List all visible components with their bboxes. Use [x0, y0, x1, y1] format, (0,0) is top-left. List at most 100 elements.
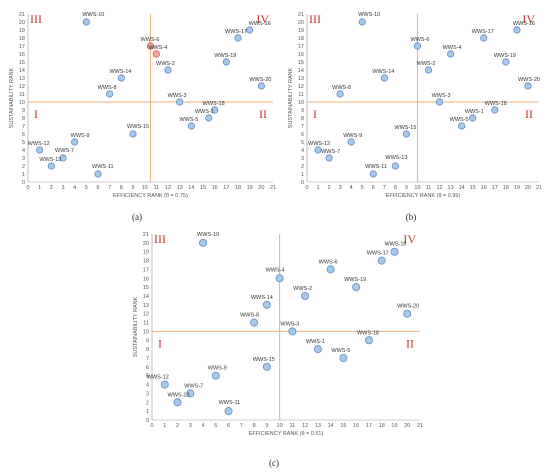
y-tick-label: 21: [19, 12, 25, 18]
y-tick-label: 7: [22, 124, 25, 130]
y-tick-label: 5: [146, 374, 149, 380]
data-point-wws-9: [211, 371, 220, 380]
x-tick-label: 15: [340, 423, 346, 429]
data-point-wws-6: [326, 265, 335, 274]
point-label: WWS-5: [450, 117, 469, 123]
y-tick-label: 5: [301, 140, 304, 146]
data-point-wws-15: [402, 130, 411, 138]
panel-caption: (b): [406, 212, 417, 222]
data-point-wws-2: [301, 291, 310, 300]
x-tick-label: 12: [165, 185, 171, 191]
x-tick-label: 7: [240, 423, 243, 429]
panel-caption: (c): [269, 458, 279, 468]
x-tick-label: 14: [188, 185, 194, 191]
point-label: WWS-11: [92, 164, 114, 170]
point-label: WWS-1: [465, 109, 484, 115]
x-tick-label: 16: [212, 185, 218, 191]
point-label: WWS-19: [214, 53, 236, 59]
x-tick-label: 2: [328, 185, 331, 191]
x-tick-label: 2: [50, 185, 53, 191]
x-tick-label: 18: [379, 423, 385, 429]
y-tick-label: 18: [298, 36, 304, 42]
point-label: WWS-8: [332, 85, 351, 91]
point-label: WWS-7: [184, 383, 203, 389]
x-tick-label: 1: [317, 185, 320, 191]
data-point-wws-15: [129, 130, 137, 138]
point-label: WWS-12: [308, 141, 330, 147]
data-point-wws-10: [358, 18, 366, 26]
point-label: WWS-2: [293, 286, 312, 292]
x-tick-label: 5: [214, 423, 217, 429]
point-label: WWS-12: [28, 141, 50, 147]
y-tick-label: 14: [298, 68, 304, 74]
x-tick-label: 0: [305, 185, 308, 191]
y-tick-label: 15: [143, 285, 149, 291]
x-tick-label: 11: [290, 423, 296, 429]
x-tick-label: 10: [142, 185, 148, 191]
data-point-wws-19: [352, 283, 361, 292]
y-tick-label: 8: [146, 347, 149, 353]
x-tick-label: 6: [227, 423, 230, 429]
data-point-wws-14: [117, 74, 125, 82]
point-label: WWS-10: [197, 232, 219, 238]
x-axis-label: EFFICIENCY RANK (θ = 0.99): [386, 193, 461, 199]
data-point-wws-13: [173, 398, 182, 407]
point-label: WWS-13: [39, 157, 61, 163]
x-tick-label: 16: [353, 423, 359, 429]
x-tick-label: 7: [383, 185, 386, 191]
point-label: WWS-15: [253, 357, 275, 363]
y-tick-label: 11: [19, 92, 25, 98]
point-label: WWS-13: [168, 392, 190, 398]
point-label: WWS-14: [109, 69, 131, 75]
x-tick-label: 9: [405, 185, 408, 191]
x-tick-label: 8: [120, 185, 123, 191]
data-point-wws-9: [71, 138, 79, 146]
x-tick-label: 17: [492, 185, 498, 191]
y-tick-label: 11: [298, 92, 304, 98]
y-tick-label: 7: [146, 356, 149, 362]
y-tick-label: 20: [19, 20, 25, 26]
quadrant-label-iii: III: [309, 12, 321, 26]
point-label: WWS-15: [127, 124, 149, 130]
data-point-wws-7: [325, 154, 333, 162]
x-tick-label: 20: [258, 185, 264, 191]
point-label: WWS-12: [147, 375, 169, 381]
point-label: WWS-7: [55, 148, 74, 154]
x-tick-label: 6: [372, 185, 375, 191]
point-label: WWS-18: [357, 330, 379, 336]
panel-b: 0 1 2 3 4 5 6 7 8 9 10 11 12 13 14 15 16 17 18 19 20 21012345…: [288, 12, 542, 222]
data-point-wws-1: [205, 114, 213, 122]
data-point-wws-3: [176, 98, 184, 106]
data-point-wws-9: [347, 138, 355, 146]
panel-a: 0 1 2 3 4 5 6 7 8 9 10 11 12 13 14 15 16 17 18 19 20 21012345…: [9, 12, 276, 222]
x-tick-label: 14: [459, 185, 465, 191]
data-point-wws-12: [36, 146, 44, 154]
point-label: WWS-5: [331, 348, 350, 354]
data-point-wws-3: [288, 327, 297, 336]
data-point-wws-10: [82, 18, 90, 26]
point-label: WWS-20: [397, 304, 419, 310]
y-tick-label: 8: [301, 116, 304, 122]
quadrant-label-iii: III: [154, 232, 166, 246]
y-tick-label: 12: [298, 84, 304, 90]
y-tick-label: 18: [143, 259, 149, 265]
point-label: WWS-16: [513, 21, 535, 27]
x-tick-label: 16: [481, 185, 487, 191]
point-label: WWS-2: [156, 61, 175, 67]
data-point-wws-2: [424, 66, 433, 74]
quadrant-label-iv: IV: [256, 12, 269, 26]
point-label: WWS-9: [71, 133, 90, 139]
point-label: WWS-4: [266, 267, 285, 273]
x-tick-label: 19: [247, 185, 253, 191]
data-point-wws-8: [106, 90, 114, 98]
point-label: WWS-19: [494, 53, 516, 59]
point-label: WWS-6: [319, 259, 338, 265]
point-label: WWS-18: [203, 101, 225, 107]
data-point-wws-6: [146, 42, 155, 50]
data-point-wws-17: [377, 256, 386, 265]
x-tick-label: 4: [350, 185, 353, 191]
y-axis-label: SUSTAINABILITY RANK: [288, 67, 294, 128]
y-tick-label: 9: [301, 108, 304, 114]
data-point-wws-5: [458, 122, 466, 130]
